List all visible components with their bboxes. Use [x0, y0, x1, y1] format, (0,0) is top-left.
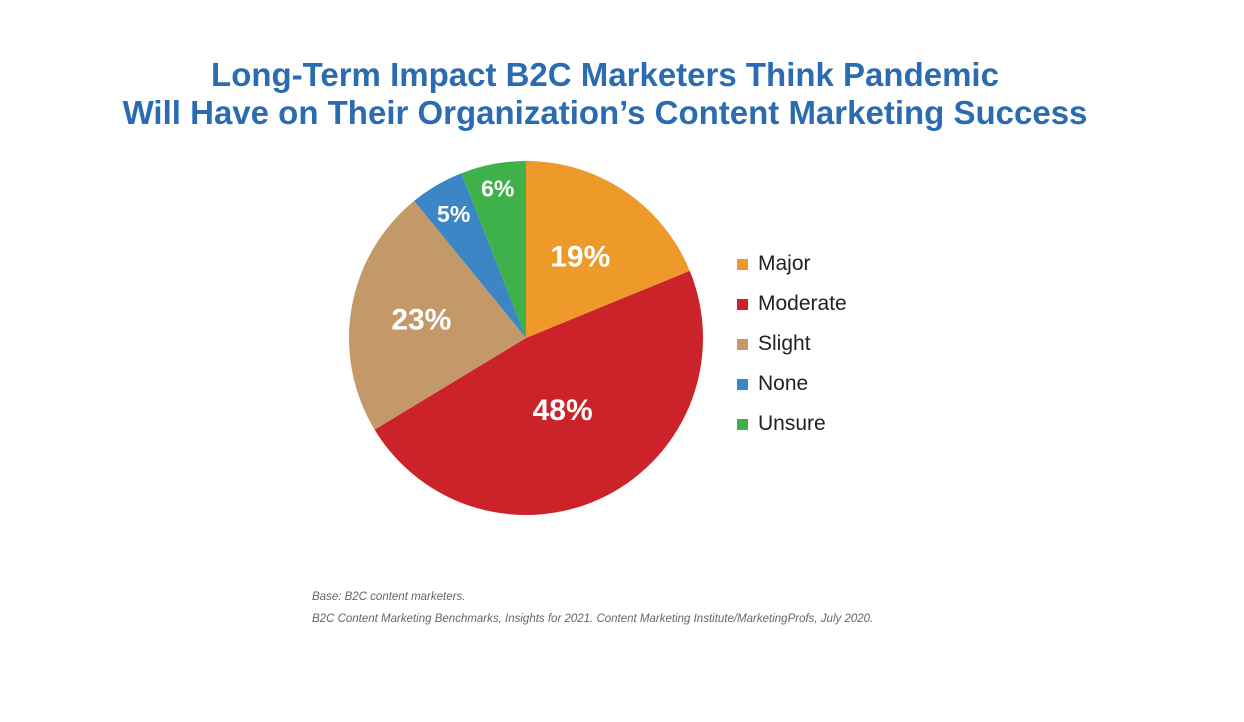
chart-title-line2: Will Have on Their Organization’s Conten…: [122, 94, 1088, 131]
legend-label: Slight: [758, 332, 811, 355]
legend-item-moderate: Moderate: [737, 284, 847, 324]
legend-item-unsure: Unsure: [737, 404, 847, 444]
pie-slice-unsure: [461, 161, 526, 338]
chart-title-line1: Long-Term Impact B2C Marketers Think Pan…: [211, 56, 999, 93]
footnote: Base: B2C content marketers. B2C Content…: [312, 586, 873, 630]
slice-label-none: 5%: [437, 201, 470, 227]
legend-swatch: [737, 378, 748, 390]
legend-label: Unsure: [758, 412, 826, 435]
legend-swatch: [737, 418, 748, 430]
chart-legend: Major Moderate Slight None Unsure: [737, 244, 847, 444]
pie-slice-slight: [348, 200, 526, 430]
pie-slice-none: [414, 173, 526, 338]
legend-label: Moderate: [758, 292, 847, 315]
legend-swatch: [737, 338, 748, 350]
slice-label-slight: 23%: [391, 303, 451, 336]
legend-label: Major: [758, 252, 811, 275]
slice-label-unsure: 6%: [481, 175, 514, 201]
pie-slice-major: [526, 161, 690, 338]
legend-item-slight: Slight: [737, 324, 847, 364]
footnote-base: Base: B2C content marketers.: [312, 591, 466, 603]
footnote-source: B2C Content Marketing Benchmarks, Insigh…: [312, 613, 874, 625]
legend-swatch: [737, 298, 748, 310]
legend-label: None: [758, 372, 809, 395]
pie-slice-moderate: [374, 270, 703, 515]
chart-title: Long-Term Impact B2C Marketers Think Pan…: [0, 56, 1210, 132]
slice-label-major: 19%: [550, 241, 610, 274]
legend-swatch: [737, 258, 748, 270]
legend-item-none: None: [737, 364, 847, 404]
slice-label-moderate: 48%: [533, 394, 593, 427]
legend-item-major: Major: [737, 244, 847, 284]
